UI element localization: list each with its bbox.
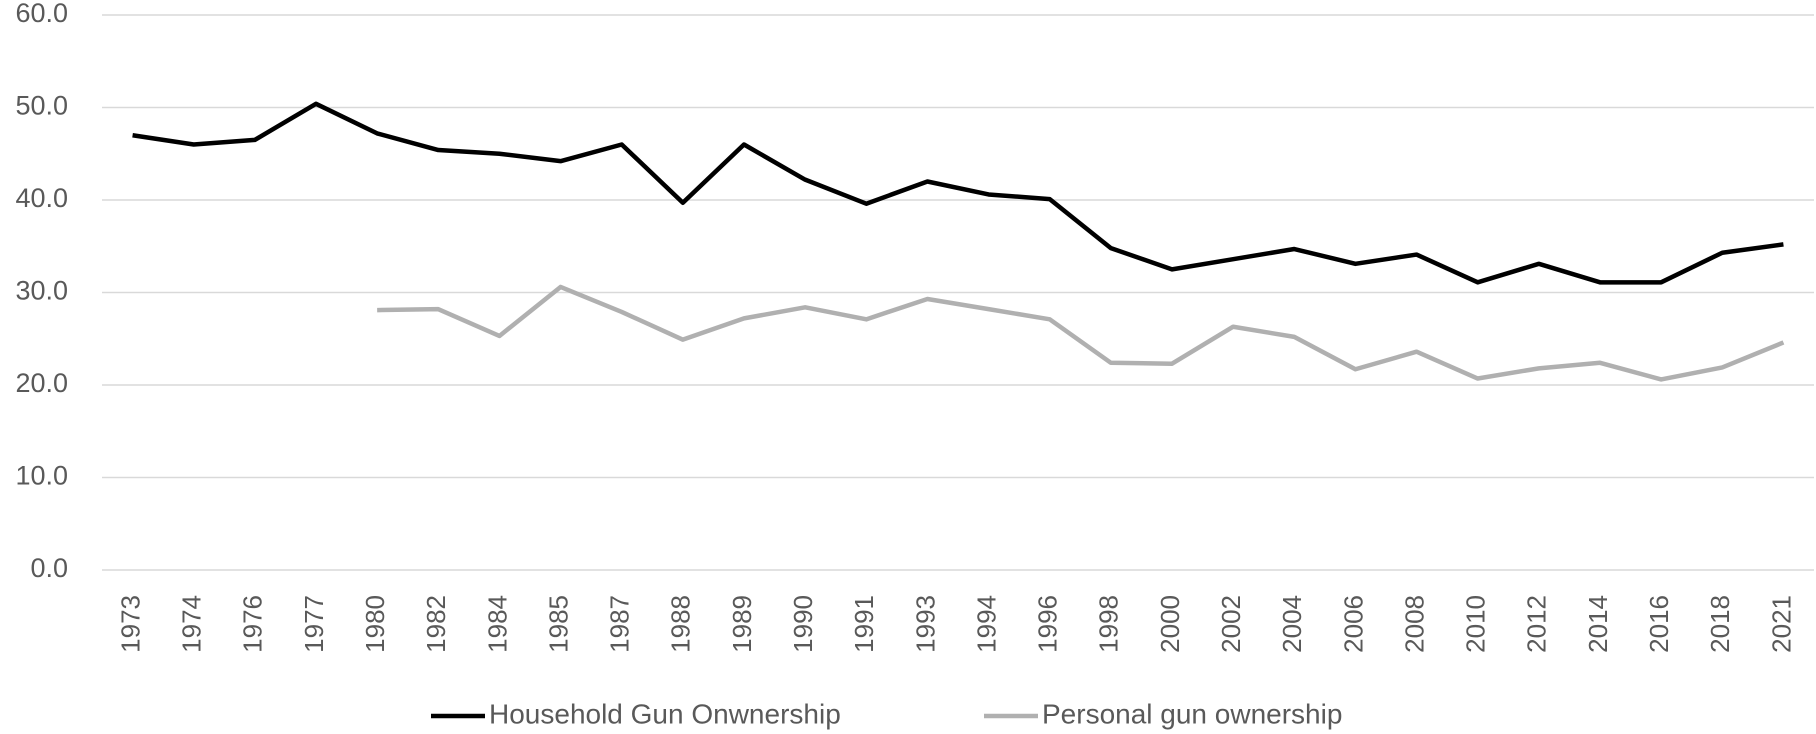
x-tick-label: 2008 — [1399, 595, 1429, 653]
y-tick-label: 0.0 — [30, 553, 68, 583]
x-tick-label: 1974 — [177, 595, 207, 653]
x-tick-label: 2002 — [1216, 595, 1246, 653]
x-tick-label: 1982 — [421, 595, 451, 653]
x-tick-label: 2000 — [1155, 595, 1185, 653]
x-tick-label: 1973 — [115, 595, 145, 653]
x-tick-label: 1994 — [971, 595, 1001, 653]
x-tick-label: 1991 — [849, 595, 879, 653]
x-tick-label: 1980 — [360, 595, 390, 653]
x-tick-label: 1985 — [543, 595, 573, 653]
y-tick-label: 40.0 — [15, 183, 68, 213]
x-tick-label: 2018 — [1705, 595, 1735, 653]
y-tick-label: 10.0 — [15, 461, 68, 491]
x-tick-label: 1987 — [605, 595, 635, 653]
x-tick-label: 2010 — [1461, 595, 1491, 653]
x-tick-label: 1993 — [910, 595, 940, 653]
x-tick-label: 1976 — [238, 595, 268, 653]
x-tick-label: 2004 — [1277, 595, 1307, 653]
x-tick-label: 2014 — [1583, 595, 1613, 653]
line-series — [377, 284, 1785, 382]
x-tick-label: 2016 — [1644, 595, 1674, 653]
x-tick-label: 1990 — [788, 595, 818, 653]
x-tick-label: 1989 — [727, 595, 757, 653]
x-tick-label: 1977 — [299, 595, 329, 653]
x-tick-label: 2021 — [1766, 595, 1796, 653]
y-tick-label: 50.0 — [15, 91, 68, 121]
x-tick-label: 1996 — [1033, 595, 1063, 653]
y-tick-label: 20.0 — [15, 368, 68, 398]
legend-label: Personal gun ownership — [1042, 698, 1342, 729]
x-tick-label: 2006 — [1338, 595, 1368, 653]
x-tick-label: 1984 — [482, 595, 512, 653]
legend-label: Household Gun Onwnership — [489, 698, 841, 729]
y-tick-label: 60.0 — [15, 0, 68, 28]
x-tick-label: 2012 — [1522, 595, 1552, 653]
y-tick-label: 30.0 — [15, 276, 68, 306]
line-series — [132, 101, 1784, 285]
x-tick-label: 1988 — [666, 595, 696, 653]
x-tick-label: 1998 — [1094, 595, 1124, 653]
